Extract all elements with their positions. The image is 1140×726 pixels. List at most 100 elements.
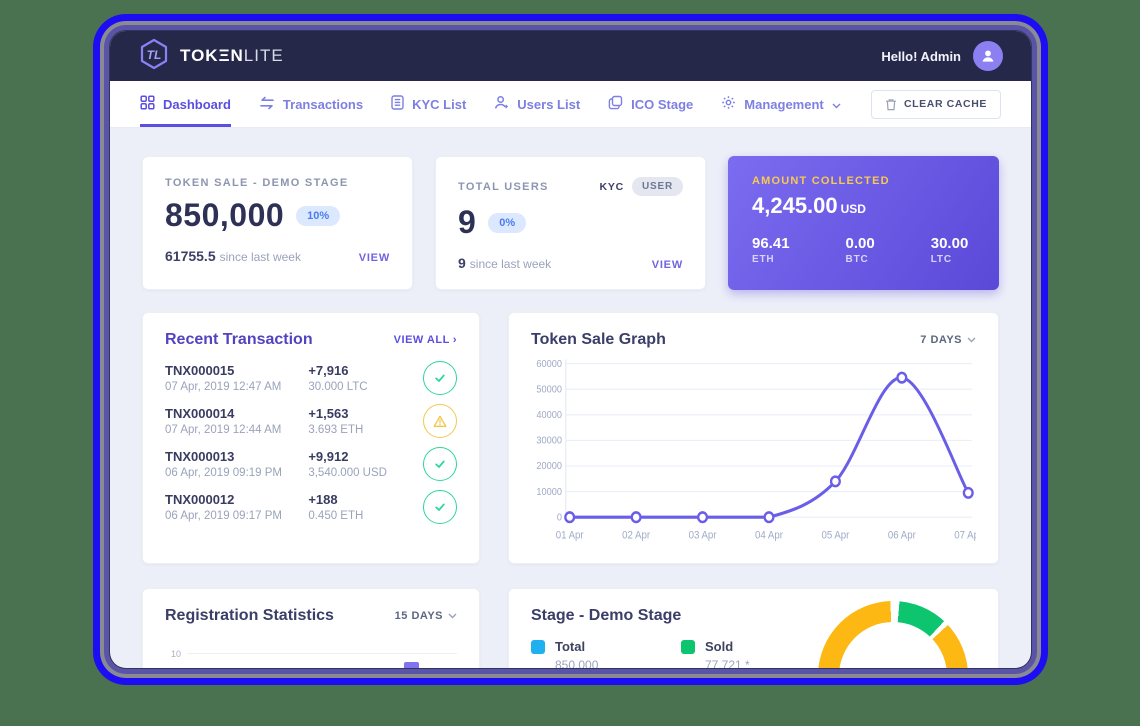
data-point <box>697 511 709 524</box>
svg-text:TL: TL <box>147 48 162 62</box>
transaction-amount: +7,916 <box>308 363 349 378</box>
token-sale-graph-title: Token Sale Graph <box>531 331 666 348</box>
nav-item-ico-stage[interactable]: ICO Stage <box>608 81 693 127</box>
svg-text:01 Apr: 01 Apr <box>556 530 585 541</box>
transaction-status-success-icon <box>423 447 457 481</box>
transaction-id: TNX000012 <box>165 492 235 507</box>
nav-item-label: Management <box>744 96 824 112</box>
gear-icon <box>721 95 736 113</box>
total-users-percent-badge: 0% <box>488 212 527 233</box>
stage-demo-title: Stage - Demo Stage <box>531 607 682 624</box>
main-nav: Dashboard Transactions KYC List Users List I… <box>110 81 1031 128</box>
stats-row: TOKEN SALE - DEMO STAGE 850,000 10% 6175… <box>142 156 999 290</box>
kyc-user-toggle[interactable]: KYC USER <box>599 177 683 196</box>
total-users-delta: 9 <box>458 255 466 271</box>
svg-text:60000: 60000 <box>536 358 562 369</box>
total-users-value: 9 <box>458 204 477 240</box>
transaction-amount: +1,563 <box>308 406 349 421</box>
stage-legend: Total 850,000 Sold 77,721 * <box>531 639 976 668</box>
svg-text:30000: 30000 <box>536 435 562 446</box>
nav-item-kyc-list[interactable]: KYC List <box>391 81 466 127</box>
legend-total: Total 850,000 <box>531 639 681 668</box>
toggle-user-pill[interactable]: USER <box>632 177 683 196</box>
breakdown-btc: 0.00 BTC <box>845 235 875 265</box>
token-sale-delta-note: since last week <box>219 250 301 264</box>
svg-text:02 Apr: 02 Apr <box>622 530 651 541</box>
middle-row: Recent Transaction VIEW ALL › TNX000015 07… <box>142 312 999 564</box>
brand-name: TOKΞNLITE <box>180 46 284 65</box>
amount-collected-card: AMOUNT COLLECTED 4,245.00 USD 96.41 ETH 0… <box>728 156 999 290</box>
bar-ytick-10: 10 <box>170 649 181 659</box>
doc-icon <box>391 95 404 113</box>
total-users-card: TOTAL USERS KYC USER 9 0% 9 since last we… <box>435 156 706 290</box>
total-users-view-link[interactable]: VIEW <box>651 259 683 271</box>
recent-transactions-title: Recent Transaction <box>165 331 313 348</box>
nav-item-management[interactable]: Management <box>721 81 841 127</box>
avatar[interactable] <box>973 41 1003 71</box>
token-sale-line-chart: 0 10000 20000 30000 40000 50000 60000 01 Apr 02 … <box>536 358 976 541</box>
nav-item-users-list[interactable]: Users List <box>494 81 580 127</box>
registration-range-select[interactable]: 15 DAYS <box>395 610 457 622</box>
data-point <box>630 511 642 524</box>
legend-sold: Sold 77,721 * <box>681 639 831 668</box>
legend-sold-swatch <box>681 640 695 654</box>
data-point <box>962 486 974 499</box>
nav-item-label: Dashboard <box>163 96 231 112</box>
transaction-id: TNX000015 <box>165 363 235 378</box>
total-users-title: TOTAL USERS <box>458 180 549 193</box>
transaction-date: 07 Apr, 2019 12:47 AM <box>165 381 282 393</box>
clear-cache-label: CLEAR CACHE <box>903 98 987 110</box>
token-sale-card: TOKEN SALE - DEMO STAGE 850,000 10% 6175… <box>142 156 413 290</box>
svg-text:20000: 20000 <box>536 461 562 472</box>
transaction-row[interactable]: TNX000013 06 Apr, 2019 09:19 PM +9,912 3,54… <box>165 447 457 481</box>
amount-breakdown: 96.41 ETH 0.00 BTC 30.00 LTC <box>752 235 975 265</box>
transaction-row[interactable]: TNX000012 06 Apr, 2019 09:17 PM +188 0.450 … <box>165 490 457 524</box>
token-sale-value: 850,000 <box>165 197 285 233</box>
recent-transactions-card: Recent Transaction VIEW ALL › TNX000015 07… <box>142 312 480 564</box>
total-users-delta-note: since last week <box>469 257 552 271</box>
user-menu[interactable]: Hello! Admin <box>881 41 1003 71</box>
transaction-row[interactable]: TNX000015 07 Apr, 2019 12:47 AM +7,916 30.0… <box>165 361 457 395</box>
nav-item-label: ICO Stage <box>631 96 694 112</box>
chevron-down-icon <box>967 337 976 343</box>
svg-text:06 Apr: 06 Apr <box>888 530 917 541</box>
transaction-status-warning-icon <box>423 404 457 438</box>
transaction-row[interactable]: TNX000014 07 Apr, 2019 12:44 AM +1,563 3.69… <box>165 404 457 438</box>
amount-collected-value: 4,245.00 USD <box>752 193 866 218</box>
registration-bar-chart: 10 8 <box>165 641 457 668</box>
token-sale-title: TOKEN SALE - DEMO STAGE <box>165 177 349 189</box>
nav-item-transactions[interactable]: Transactions <box>259 81 363 127</box>
stage-demo-card: Stage - Demo Stage Total 850,000 Sold <box>508 588 999 668</box>
graph-range-select[interactable]: 7 DAYS <box>920 334 976 346</box>
svg-text:04 Apr: 04 Apr <box>755 530 784 541</box>
view-all-link[interactable]: VIEW ALL › <box>393 334 457 346</box>
nav-item-label: KYC List <box>412 96 467 112</box>
nav-item-label: Transactions <box>282 96 364 112</box>
arrows-icon <box>259 96 275 113</box>
bar-ytick-8: 8 <box>165 667 181 668</box>
toggle-kyc-label[interactable]: KYC <box>599 180 625 193</box>
clear-cache-button[interactable]: CLEAR CACHE <box>870 89 1001 119</box>
registration-bar <box>404 662 419 668</box>
transaction-status-success-icon <box>423 361 457 395</box>
data-point <box>763 511 775 524</box>
topbar: TL TOKΞNLITE Hello! Admin <box>110 31 1031 81</box>
svg-text:03 Apr: 03 Apr <box>689 530 718 541</box>
chevron-right-icon: › <box>452 334 457 346</box>
app-window: TL TOKΞNLITE Hello! Admin Dashboard Trans… <box>110 31 1031 668</box>
transaction-currency-amount: 0.450 ETH <box>308 510 364 522</box>
token-sale-view-link[interactable]: VIEW <box>358 252 390 264</box>
breakdown-eth: 96.41 ETH <box>752 235 790 265</box>
nav-item-dashboard[interactable]: Dashboard <box>140 81 231 127</box>
amount-collected-title: AMOUNT COLLECTED <box>752 175 890 187</box>
greeting-text: Hello! Admin <box>881 48 961 64</box>
transaction-id: TNX000013 <box>165 449 235 464</box>
svg-text:10000: 10000 <box>536 486 562 497</box>
svg-text:05 Apr: 05 Apr <box>821 530 850 541</box>
grid-icon <box>140 95 155 113</box>
svg-text:50000: 50000 <box>536 384 562 395</box>
transaction-status-success-icon <box>423 490 457 524</box>
data-point <box>829 475 841 488</box>
cube-icon <box>608 95 623 113</box>
breakdown-ltc: 30.00 LTC <box>930 235 969 265</box>
